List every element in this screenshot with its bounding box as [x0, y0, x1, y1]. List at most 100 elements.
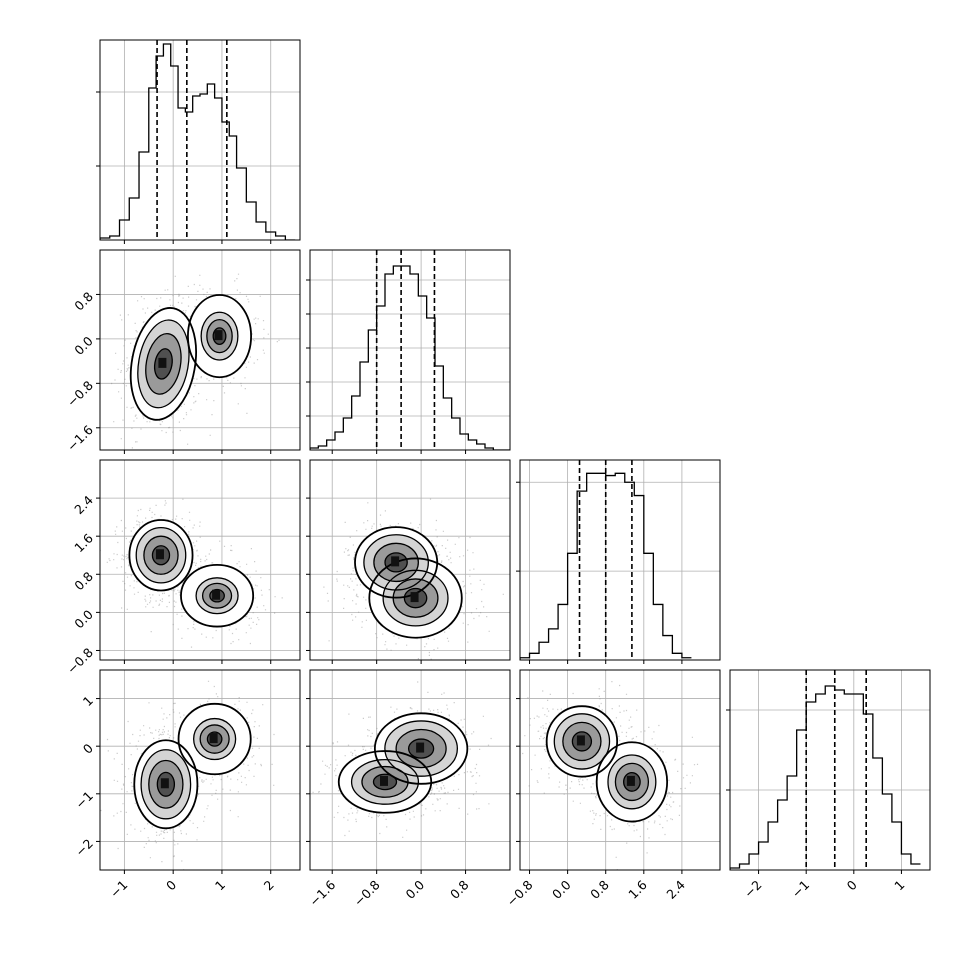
y-tick-label: 1.6	[71, 531, 96, 556]
contour-line	[143, 535, 179, 575]
contour-line	[148, 759, 184, 809]
density-peak	[576, 735, 585, 746]
contour-line	[363, 534, 429, 591]
contour-line	[373, 712, 469, 785]
x-tick-label: 1.6	[625, 877, 650, 902]
y-tick-label: 0	[80, 741, 96, 757]
contour-line	[607, 754, 657, 810]
density-peak	[391, 556, 400, 567]
y-tick-label: 0.0	[71, 607, 96, 632]
histogram-steps	[730, 685, 921, 870]
contour-line	[384, 720, 459, 777]
contour-line	[180, 563, 255, 628]
histogram-steps	[520, 472, 692, 660]
contour-line	[187, 294, 252, 379]
density-peak	[416, 742, 425, 753]
contour-line	[395, 728, 447, 769]
panel-frame	[99, 39, 301, 241]
x-tick-label: 1	[212, 877, 228, 893]
x-tick-label: 0.0	[549, 877, 574, 902]
x-tick-label: 0	[844, 877, 860, 893]
x-tick-label: 0	[163, 877, 179, 893]
density-peak	[380, 775, 388, 786]
histogram-panel	[516, 459, 721, 664]
contour-line	[372, 773, 398, 791]
panel-frame	[309, 669, 511, 871]
x-tick-label: −1	[107, 877, 131, 901]
histogram-steps	[100, 43, 296, 240]
y-tick-label: 1	[80, 693, 96, 709]
y-tick-label: −1	[72, 788, 96, 812]
density-peak	[410, 592, 419, 603]
density-panel: −0.8 0.0 0.8 1.6 2.4	[64, 459, 301, 677]
density-panel: −0.8 0.0 0.8 1.6 2.4	[504, 669, 721, 909]
contour-line	[177, 702, 252, 776]
density-panel: −1 0 1 2 −2 −1 0 1	[72, 669, 301, 901]
contour-line	[135, 526, 187, 584]
contour-line	[140, 749, 192, 820]
contour-line	[206, 318, 233, 354]
panel-frame	[99, 249, 301, 451]
panel-frame	[519, 669, 721, 871]
x-tick-label: 2	[261, 877, 277, 893]
density-peak	[626, 775, 635, 786]
contour-line	[614, 762, 650, 802]
contour-line	[145, 333, 182, 395]
contour-line	[200, 311, 239, 361]
density-panel: −1.6 −0.8 0.0 0.8	[306, 669, 511, 909]
contour-line	[153, 348, 173, 380]
panel-frame	[519, 459, 721, 661]
density-peak	[214, 330, 223, 341]
x-tick-label: 0.0	[403, 877, 428, 902]
density-peak	[160, 778, 169, 789]
y-tick-label: 0.8	[71, 569, 96, 594]
contour-line	[595, 741, 669, 823]
contour-line	[553, 713, 611, 770]
x-tick-label: 1	[891, 877, 907, 893]
x-tick-label: −0.8	[351, 877, 383, 909]
contour-line	[193, 717, 237, 761]
y-tick-label: 2.4	[71, 492, 96, 517]
contour-line	[199, 724, 230, 754]
x-tick-label: −1	[789, 877, 813, 901]
panel-frame	[99, 669, 301, 871]
contour-line	[133, 739, 199, 830]
contour-line	[392, 578, 439, 618]
y-tick-label: −2	[72, 836, 96, 860]
contour-line	[212, 327, 227, 346]
y-tick-label: 0.8	[71, 289, 96, 314]
contour-line	[156, 771, 176, 797]
x-tick-label: 0.8	[447, 877, 472, 902]
density-peak	[158, 357, 167, 368]
x-tick-label: 0.8	[587, 877, 612, 902]
y-tick-label: −0.8	[64, 645, 96, 677]
x-tick-label: −2	[741, 877, 765, 901]
contour-line	[209, 588, 225, 603]
x-tick-label: −1.6	[306, 877, 338, 909]
density-peak	[155, 549, 164, 560]
contour-line	[201, 582, 233, 609]
contour-line	[128, 519, 194, 592]
panel-frame	[729, 669, 931, 871]
y-tick-label: 0.0	[71, 333, 96, 358]
contour-line	[384, 552, 408, 573]
scatter-points	[100, 498, 283, 648]
contour-line	[151, 545, 171, 566]
density-panel: −1.6 −0.8 0.0 0.8	[64, 249, 301, 454]
contour-line	[382, 569, 449, 627]
panel-frame	[99, 459, 301, 661]
contour-line	[403, 587, 428, 609]
y-tick-label: −0.8	[64, 378, 96, 410]
contour-line	[571, 731, 593, 752]
density-peak	[212, 589, 221, 600]
y-tick-label: −1.6	[64, 422, 96, 454]
contour-line	[562, 721, 602, 762]
panel-frame	[309, 249, 511, 451]
panel-frame	[309, 459, 511, 661]
histogram-panel: −2 −1 0 1	[726, 669, 931, 901]
contour-line	[361, 765, 409, 798]
contour-line	[373, 542, 419, 583]
contour-line	[350, 758, 420, 805]
contour-line	[195, 577, 239, 615]
contour-line	[368, 557, 463, 639]
